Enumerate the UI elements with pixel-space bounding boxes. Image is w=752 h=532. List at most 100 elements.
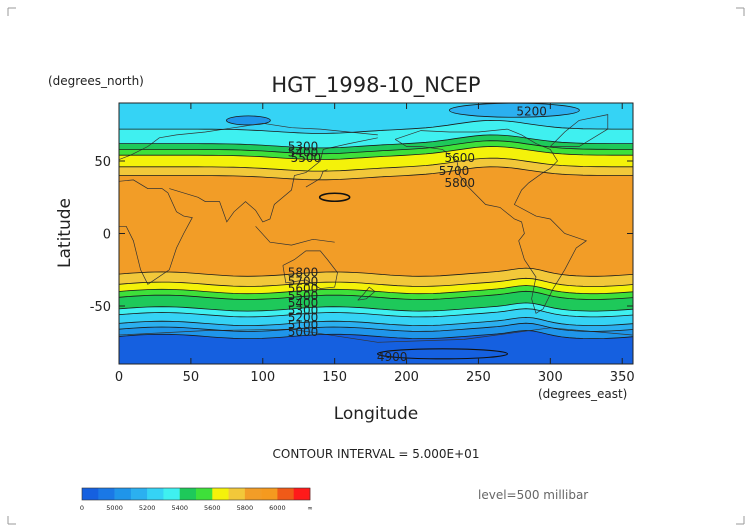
- colorbar-label-3: 5400: [171, 504, 188, 512]
- contour-line-9: [119, 290, 633, 300]
- colorbar-tick-labels: 0 5000 5200 5400 5600 5800 6000 ∞: [80, 504, 313, 512]
- y-axis-label: Latitude: [55, 198, 75, 268]
- x-tick-label-5: 250: [466, 370, 491, 385]
- band-5: [119, 158, 633, 180]
- contour-interval-note: CONTOUR INTERVAL = 5.000E+01: [273, 447, 480, 461]
- y-axis-units: (degrees_north): [48, 74, 144, 88]
- colorbar-swatch-7: [196, 488, 213, 500]
- contour-line-1: [119, 134, 633, 149]
- colorbar-swatch-5: [163, 488, 181, 500]
- low-cell-siberia: [225, 115, 271, 126]
- level-note: level=500 millibar: [478, 488, 588, 502]
- band-6: [119, 166, 633, 277]
- band-9: [119, 285, 633, 300]
- contour-line-6: [119, 267, 633, 277]
- colorbar-label-7: ∞: [307, 504, 312, 512]
- colorbar: [81, 487, 311, 501]
- colorbar-swatch-11: [261, 488, 278, 500]
- zonal-color-bands: [119, 103, 633, 364]
- y-tick-label-1: 0: [103, 228, 111, 243]
- coastline-9: [305, 169, 328, 188]
- colorbar-swatch-6: [179, 488, 197, 500]
- x-tick-label-2: 100: [250, 370, 275, 385]
- colorbar-swatch-1: [98, 488, 115, 500]
- high-cell-pacific: [318, 192, 351, 203]
- contour-label-2: 5400: [288, 145, 319, 159]
- colorbar-frame: [81, 487, 311, 501]
- band-8: [119, 278, 633, 294]
- band-10: [119, 291, 633, 312]
- contour-lines: [119, 119, 633, 339]
- colorbar-swatch-2: [114, 488, 132, 500]
- band-13: [119, 317, 633, 332]
- contour-label-8: 5700: [288, 274, 319, 288]
- band-7: [119, 268, 633, 287]
- band-11: [119, 302, 633, 317]
- x-tick-label-6: 300: [538, 370, 563, 385]
- colorbar-swatch-0: [82, 488, 99, 500]
- contour-label-11: 5400: [288, 296, 319, 310]
- coastline-6: [550, 114, 609, 147]
- band-2: [119, 134, 633, 154]
- contour-label-6: 5800: [444, 176, 475, 190]
- contour-label-3: 5500: [291, 151, 322, 165]
- x-axis-ticks: 0 50 100 150 200 250 300 350: [115, 103, 635, 385]
- colorbar-swatch-8: [212, 488, 229, 500]
- x-tick-label-4: 200: [394, 370, 419, 385]
- colorbar-swatch-3: [130, 488, 148, 500]
- band-12: [119, 308, 633, 326]
- band-3: [119, 140, 633, 160]
- contour-label-12: 5300: [288, 303, 319, 317]
- x-tick-label-7: 350: [610, 370, 635, 385]
- coastline-0: [119, 122, 378, 160]
- contour-line-12: [119, 316, 633, 327]
- colorbar-label-0: 0: [80, 504, 84, 512]
- y-axis-ticks: -50 0 50: [90, 155, 633, 315]
- contour-line-4: [119, 157, 633, 172]
- y-tick-label-2: 50: [94, 155, 111, 170]
- contour-label-10: 5500: [288, 289, 319, 303]
- coastline-1: [119, 179, 193, 285]
- colorbar-label-1: 5000: [106, 504, 123, 512]
- band-1: [119, 120, 633, 148]
- contour-line-3: [119, 146, 633, 160]
- contour-label-4: 5600: [444, 151, 475, 165]
- x-tick-label-1: 50: [183, 370, 200, 385]
- contour-label-13: 5200: [288, 311, 319, 325]
- colorbar-swatch-9: [228, 488, 246, 500]
- coastline-4: [255, 226, 335, 246]
- contour-label-14: 5100: [288, 318, 319, 332]
- colorbar-swatch-12: [277, 488, 295, 500]
- low-cell-arctic: [449, 103, 580, 118]
- colorbar-label-6: 6000: [269, 504, 286, 512]
- x-axis-label: Longitude: [334, 404, 419, 424]
- contour-label-15: 5000: [288, 325, 319, 339]
- contour-label-0: 5200: [516, 105, 547, 119]
- contour-label-16: 4900: [377, 350, 408, 364]
- contour-label-5: 5700: [439, 164, 470, 178]
- contour-line-5: [119, 166, 633, 181]
- band-4: [119, 146, 633, 172]
- low-cell-antarctic: [376, 348, 509, 360]
- x-tick-label-3: 150: [322, 370, 347, 385]
- contour-line-14: [119, 330, 633, 339]
- contour-line-2: [119, 140, 633, 155]
- contour-line-8: [119, 285, 633, 295]
- chart-title: HGT_1998-10_NCEP: [271, 73, 480, 98]
- contour-label-7: 5800: [288, 266, 319, 280]
- contour-label-1: 5300: [288, 140, 319, 154]
- band-14: [119, 323, 633, 339]
- page-corner-marks: [7, 7, 745, 525]
- y-tick-label-0: -50: [90, 300, 111, 315]
- coastline-2: [169, 137, 378, 223]
- x-axis-units: (degrees_east): [538, 387, 627, 401]
- contour-line-0: [119, 119, 633, 134]
- x-tick-label-0: 0: [115, 370, 123, 385]
- colorbar-label-2: 5200: [139, 504, 156, 512]
- contour-line-11: [119, 308, 633, 318]
- coastline-8: [357, 286, 376, 301]
- contour-label-9: 5600: [288, 282, 319, 296]
